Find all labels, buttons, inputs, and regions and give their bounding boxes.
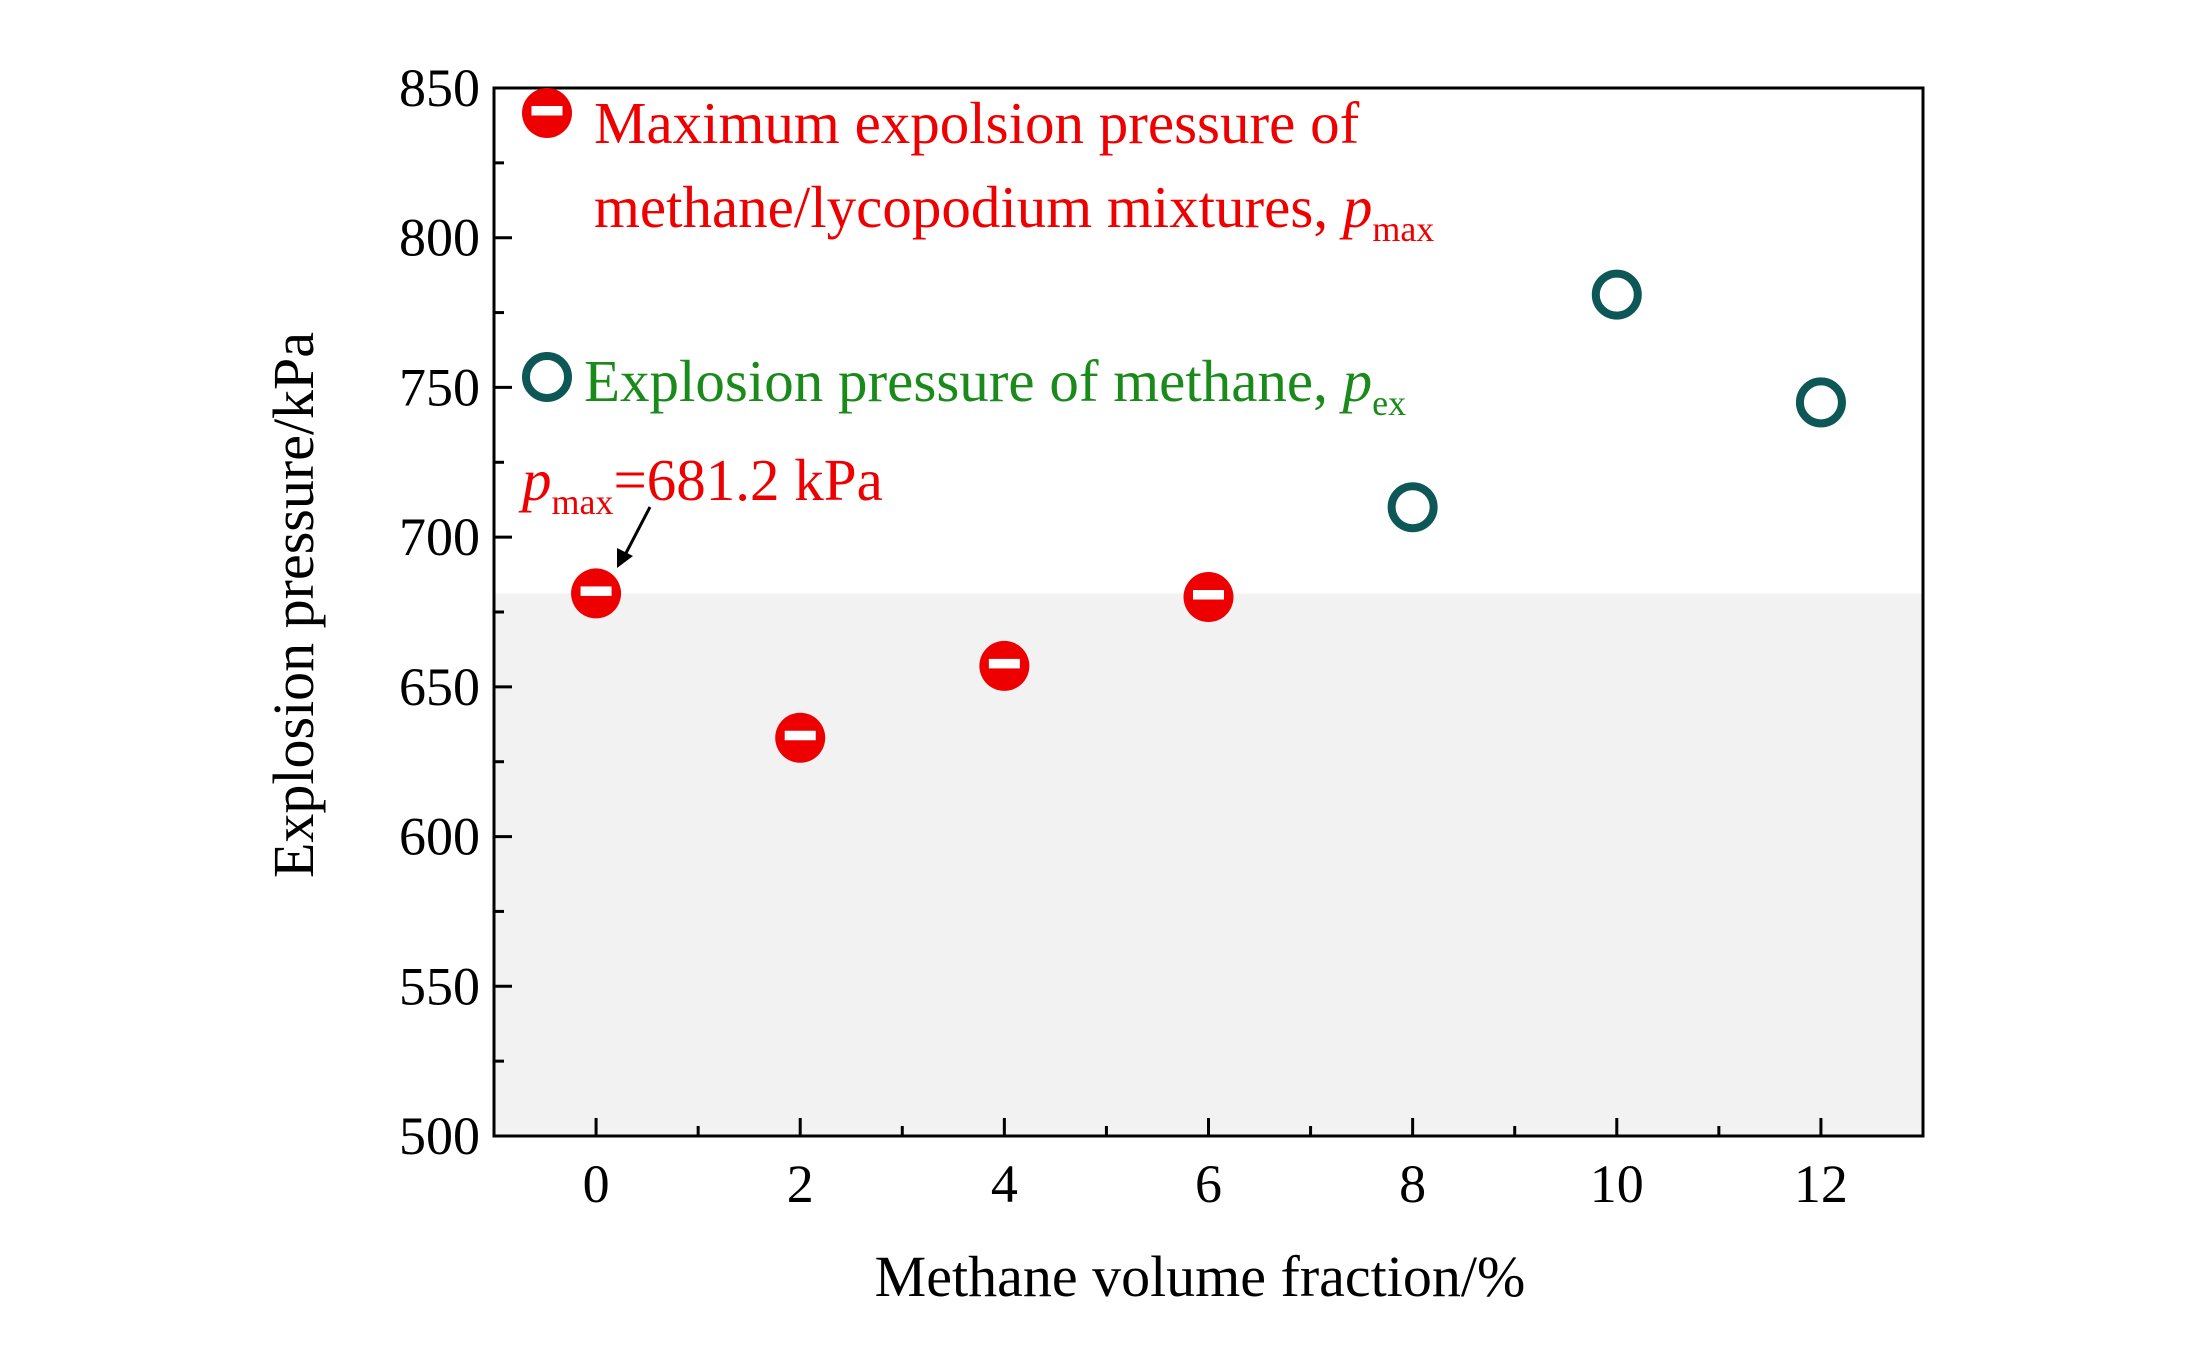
x-tick-label: 8 <box>1399 1154 1426 1214</box>
x-tick-label: 12 <box>1794 1154 1848 1214</box>
x-tick-label: 6 <box>1195 1154 1222 1214</box>
point-methane-pressure <box>1591 269 1642 320</box>
annotation-text: pmax=681.2 kPa <box>518 447 883 522</box>
point-methane-pressure <box>1795 377 1846 428</box>
y-tick-label: 550 <box>399 956 480 1016</box>
plot-frame <box>492 86 1925 1138</box>
point-max-pressure <box>775 712 826 763</box>
point-max-pressure <box>979 640 1030 691</box>
y-tick-label: 600 <box>399 807 480 867</box>
y-tick-label: 850 <box>399 58 480 118</box>
annotation-arrow-line <box>623 506 652 556</box>
legend-marker-methane-pressure <box>522 352 572 402</box>
point-methane-pressure <box>1387 482 1438 533</box>
legend-marker-icon <box>522 88 572 138</box>
legend-marker-icon <box>522 352 572 402</box>
legend: Maximum expolsion pressure of methane/ly… <box>522 88 1434 423</box>
x-tick-label: 10 <box>1590 1154 1644 1214</box>
y-tick-label: 500 <box>399 1106 480 1166</box>
shaded-region <box>494 593 1923 1136</box>
legend-label-methane-pressure: Explosion pressure of methane, pex <box>584 348 1406 423</box>
data-points <box>571 269 1846 763</box>
annotation-arrowhead <box>617 548 633 568</box>
x-axis-label: Methane volume fraction/% <box>875 1244 1526 1309</box>
y-tick-label: 800 <box>399 208 480 268</box>
y-tick-label: 650 <box>399 657 480 717</box>
y-ticks: 500 550 600 650 700 750 800 850 <box>399 58 512 1166</box>
annotation: pmax=681.2 kPa <box>518 447 883 568</box>
legend-marker-max-pressure <box>522 88 572 138</box>
legend-label-max-pressure-line2: methane/lycopodium mixtures, pmax <box>594 174 1434 249</box>
y-axis-label: Explosion pressure/kPa <box>261 332 326 878</box>
legend-label-max-pressure-line1: Maximum expolsion pressure of <box>594 90 1360 156</box>
x-tick-label: 4 <box>991 1154 1018 1214</box>
point-max-pressure <box>571 568 622 619</box>
x-tick-label: 0 <box>583 1154 610 1214</box>
y-tick-label: 750 <box>399 357 480 417</box>
x-ticks: 0 2 4 6 8 10 12 <box>583 1118 1848 1214</box>
point-max-pressure <box>1183 572 1234 623</box>
x-tick-label: 2 <box>787 1154 814 1214</box>
y-tick-label: 700 <box>399 507 480 567</box>
